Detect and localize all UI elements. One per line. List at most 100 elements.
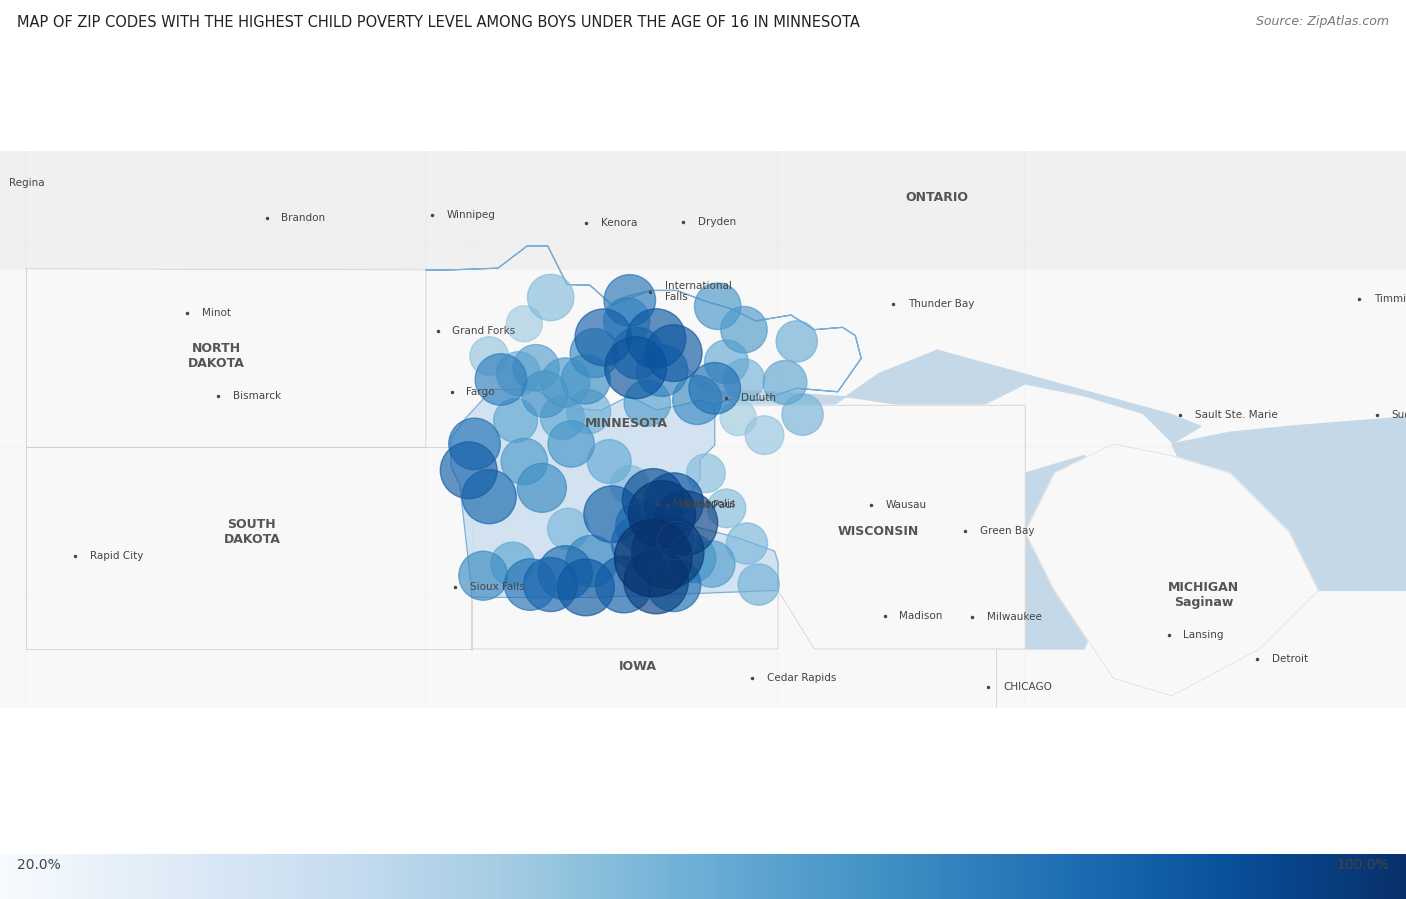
Circle shape: [782, 394, 823, 435]
Circle shape: [745, 416, 783, 455]
Circle shape: [614, 520, 692, 597]
Polygon shape: [0, 151, 1406, 268]
Circle shape: [723, 359, 765, 400]
Circle shape: [644, 473, 703, 532]
Circle shape: [458, 551, 508, 601]
Text: Wausau: Wausau: [886, 500, 927, 510]
Circle shape: [686, 454, 725, 493]
Circle shape: [721, 307, 768, 353]
Circle shape: [561, 355, 610, 404]
Circle shape: [540, 396, 585, 440]
Circle shape: [506, 306, 543, 342]
Circle shape: [654, 491, 717, 556]
Circle shape: [475, 353, 527, 405]
Circle shape: [689, 362, 741, 414]
Text: Sudbu: Sudbu: [1392, 410, 1406, 420]
Text: Detroit: Detroit: [1272, 654, 1308, 664]
Text: MAP OF ZIP CODES WITH THE HIGHEST CHILD POVERTY LEVEL AMONG BOYS UNDER THE AGE O: MAP OF ZIP CODES WITH THE HIGHEST CHILD …: [17, 15, 859, 31]
Text: CHICAGO: CHICAGO: [1002, 682, 1052, 692]
Text: MINNESOTA: MINNESOTA: [585, 417, 668, 430]
Circle shape: [666, 534, 716, 583]
Text: Timmins: Timmins: [1374, 294, 1406, 304]
Text: Dryden: Dryden: [697, 218, 735, 227]
Circle shape: [628, 481, 696, 547]
Circle shape: [776, 321, 817, 362]
Text: Green Bay: Green Bay: [980, 526, 1035, 536]
Circle shape: [610, 466, 650, 504]
Circle shape: [523, 557, 578, 611]
Circle shape: [596, 556, 652, 613]
Text: Duluth: Duluth: [741, 393, 776, 404]
Circle shape: [541, 358, 589, 407]
Polygon shape: [27, 269, 426, 448]
Text: Brandon: Brandon: [281, 213, 325, 223]
Circle shape: [567, 390, 610, 433]
Circle shape: [538, 546, 592, 600]
Circle shape: [763, 360, 807, 405]
Text: Minot: Minot: [202, 308, 231, 318]
Circle shape: [727, 523, 768, 565]
Text: International
Falls: International Falls: [665, 280, 731, 302]
Text: 20.0%: 20.0%: [17, 858, 60, 872]
Text: IOWA: IOWA: [619, 660, 657, 673]
Circle shape: [623, 468, 685, 530]
Circle shape: [605, 337, 666, 398]
Text: Sioux Falls: Sioux Falls: [470, 583, 524, 592]
Polygon shape: [471, 591, 778, 649]
Circle shape: [494, 398, 537, 442]
Polygon shape: [825, 386, 1171, 456]
Circle shape: [704, 340, 748, 384]
Circle shape: [612, 516, 665, 571]
Polygon shape: [814, 649, 995, 899]
Text: Fargo: Fargo: [467, 387, 495, 397]
Text: Saint Paul: Saint Paul: [683, 501, 735, 511]
Text: Bismarck: Bismarck: [232, 391, 281, 402]
Text: Winnipeg: Winnipeg: [446, 210, 495, 220]
Text: SOUTH
DAKOTA: SOUTH DAKOTA: [224, 518, 280, 546]
Circle shape: [624, 549, 689, 614]
Text: Minneapolis: Minneapolis: [672, 499, 735, 509]
Text: Regina: Regina: [8, 178, 45, 188]
Circle shape: [624, 379, 671, 426]
Circle shape: [612, 327, 664, 378]
Text: Sault Ste. Marie: Sault Ste. Marie: [1195, 410, 1278, 420]
Circle shape: [496, 352, 540, 396]
Circle shape: [636, 345, 688, 396]
Text: MICHIGAN
Saginaw: MICHIGAN Saginaw: [1168, 581, 1240, 609]
Circle shape: [707, 489, 745, 528]
Circle shape: [548, 421, 595, 467]
Text: Thunder Bay: Thunder Bay: [908, 299, 974, 309]
Circle shape: [501, 439, 547, 485]
Circle shape: [440, 442, 496, 499]
Circle shape: [657, 521, 696, 560]
Circle shape: [513, 344, 560, 391]
Circle shape: [569, 329, 619, 378]
Text: Madison: Madison: [900, 610, 942, 620]
Circle shape: [645, 325, 702, 381]
Text: NORTH
DAKOTA: NORTH DAKOTA: [188, 342, 245, 370]
Polygon shape: [1171, 414, 1406, 591]
Text: 100.0%: 100.0%: [1337, 858, 1389, 872]
Circle shape: [583, 485, 641, 543]
Text: ONTARIO: ONTARIO: [905, 191, 969, 204]
Circle shape: [491, 542, 534, 586]
Circle shape: [689, 541, 735, 587]
Circle shape: [631, 516, 704, 588]
Circle shape: [522, 371, 568, 417]
Circle shape: [672, 376, 721, 424]
Text: Kenora: Kenora: [600, 218, 637, 228]
Polygon shape: [1025, 444, 1317, 696]
Text: Cedar Rapids: Cedar Rapids: [766, 673, 837, 683]
Circle shape: [627, 309, 686, 368]
Circle shape: [738, 564, 779, 605]
Text: Grand Forks: Grand Forks: [453, 325, 516, 336]
Polygon shape: [679, 351, 1201, 444]
Circle shape: [565, 535, 617, 587]
Circle shape: [527, 274, 574, 321]
Circle shape: [517, 463, 567, 512]
Text: Rapid City: Rapid City: [90, 551, 143, 561]
Circle shape: [720, 399, 756, 436]
Text: Lansing: Lansing: [1184, 630, 1223, 640]
Polygon shape: [0, 151, 1406, 708]
Text: WISCONSIN: WISCONSIN: [838, 525, 920, 539]
